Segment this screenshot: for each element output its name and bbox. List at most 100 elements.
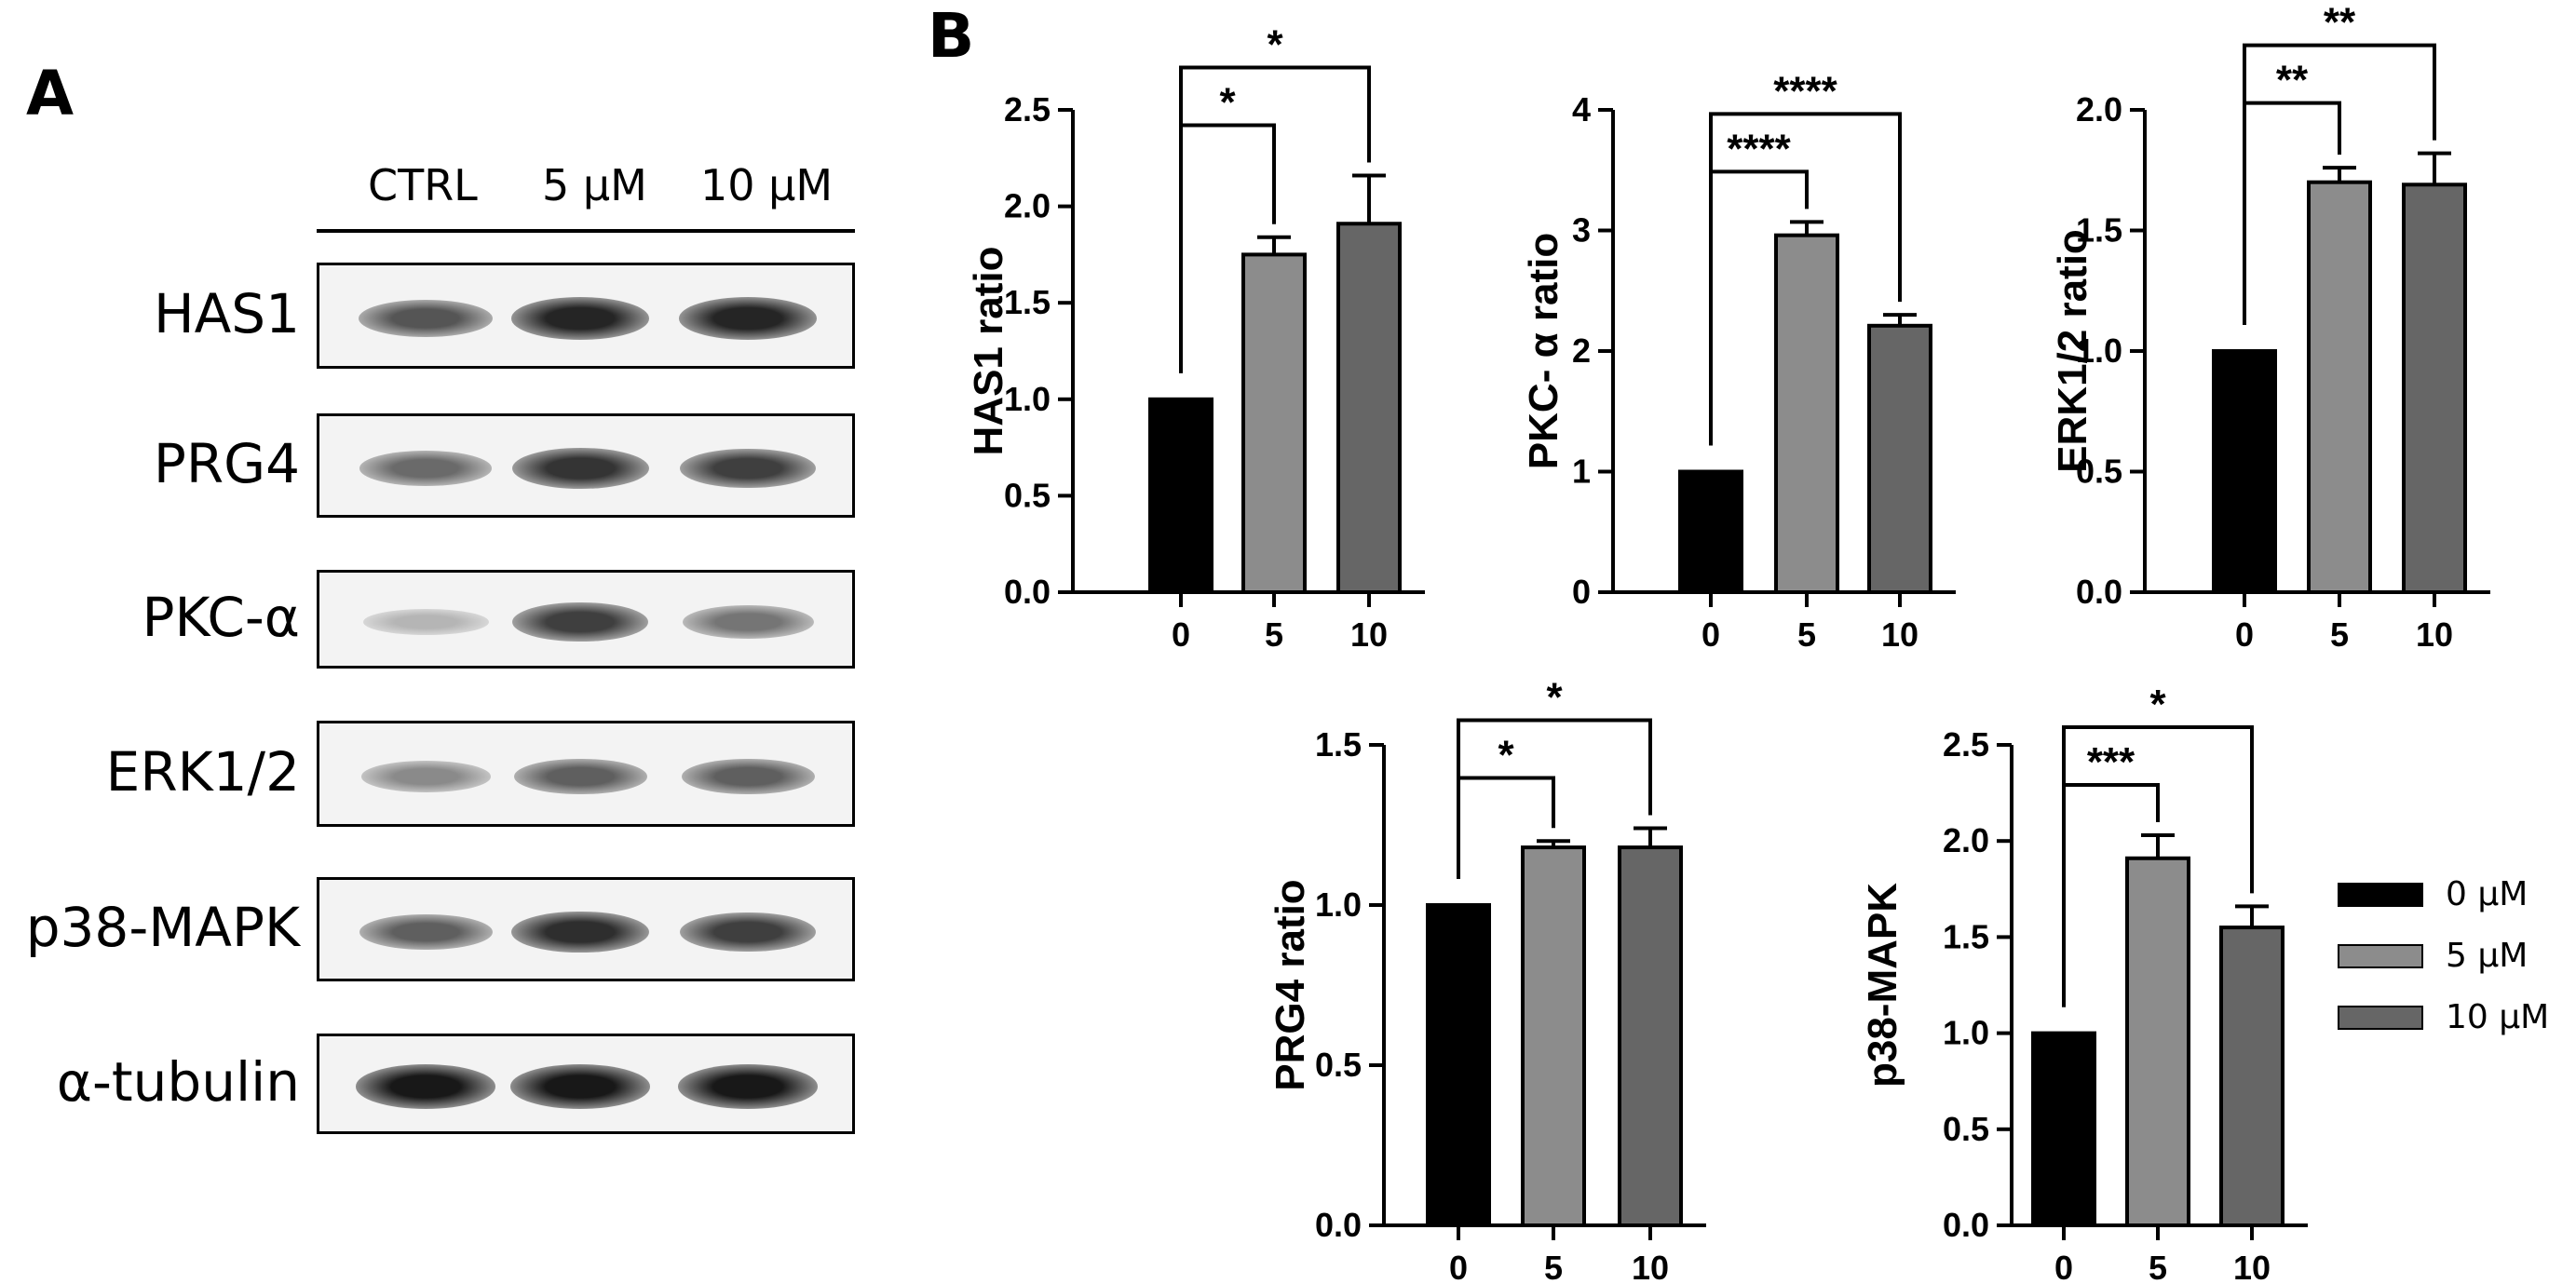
significance-bracket-4-1 [2062,725,2254,1007]
significance-bracket-3-1 [1457,718,1652,879]
y-tick-label-1-4: 4 [1572,90,1591,128]
blot-box-5 [317,1034,855,1134]
bar-2-2 [2402,182,2467,594]
bar-1-1 [1774,233,1839,594]
panel-b-letter: B [928,0,975,72]
blot-band-4-1 [511,911,649,953]
blot-box-0 [317,263,855,369]
legend-swatch-0um [2338,883,2423,907]
blot-box-3 [317,721,855,827]
significance-label-4-0: *** [2087,739,2135,785]
y-tick-label-0-3: 1.5 [1004,283,1051,321]
significance-label-2-0: ** [2276,58,2309,103]
significance-bracket-0-1 [1179,65,1371,373]
y-tick-label-1-3: 3 [1572,211,1591,250]
blot-label-3: ERK1/2 [105,740,300,804]
y-tick-label-1-2: 2 [1572,331,1591,370]
y-axis-label-2: ERK1/2 ratio [2050,229,2095,473]
condition-underline [317,229,855,233]
blot-label-2: PKC-α [142,586,301,649]
blot-band-4-2 [680,912,816,953]
blot-band-3-1 [513,758,647,795]
bar-4-1 [2125,856,2190,1227]
x-tick-label-1-2: 10 [1881,615,1918,654]
x-tick-label-0-0: 0 [1172,615,1190,654]
y-axis-label-3: PRG4 ratio [1268,879,1313,1090]
bar-4-0 [2031,1031,2096,1227]
bar-0-1 [1241,252,1307,594]
x-tick-label-1-0: 0 [1702,615,1720,654]
bar-2-1 [2307,180,2372,594]
y-tick-label-2-1: 0.5 [2076,453,2122,491]
x-tick-label-1-1: 5 [1797,615,1816,654]
x-tick-label-3-0: 0 [1449,1249,1468,1284]
significance-label-2-1: ** [2324,0,2356,46]
blot-band-1-0 [359,451,492,486]
significance-bracket-1-1 [1709,112,1902,446]
bar-3-1 [1521,845,1586,1228]
significance-label-0-1: * [1267,21,1283,67]
y-tick-label-4-3: 1.5 [1943,917,1989,955]
significance-label-3-0: * [1498,732,1514,777]
y-tick-label-4-1: 0.5 [1943,1110,1989,1148]
blot-band-0-2 [678,297,818,340]
y-tick-label-3-0: 0.0 [1315,1206,1362,1244]
y-tick-label-1-1: 1 [1572,453,1591,491]
legend: 0 μM 5 μM 10 μM [2338,875,2570,1088]
significance-bracket-2-1 [2243,43,2436,325]
y-tick-label-0-5: 2.5 [1004,90,1051,128]
blot-label-5: α-tubulin [56,1050,300,1114]
y-tick-label-2-4: 2.0 [2076,90,2122,128]
bar-2-0 [2212,349,2277,594]
y-tick-label-2-2: 1.0 [2076,331,2122,370]
bar-3-2 [1618,845,1683,1228]
y-tick-label-3-1: 0.5 [1315,1046,1362,1084]
y-tick-label-0-0: 0.0 [1004,573,1051,611]
y-tick-label-1-0: 0 [1572,573,1591,611]
condition-label-5um: 5 μM [542,160,647,210]
y-axis-label-0: HAS1 ratio [966,247,1011,456]
x-tick-label-0-2: 10 [1350,615,1388,654]
blot-label-0: HAS1 [153,282,300,345]
significance-label-1-1: **** [1773,68,1837,114]
y-tick-label-0-4: 2.0 [1004,187,1051,225]
significance-label-4-1: * [2149,682,2166,727]
condition-label-ctrl: CTRL [368,160,478,210]
blot-band-2-2 [682,604,814,640]
bar-1-0 [1678,469,1743,594]
blot-band-0-1 [510,297,650,340]
x-tick-label-3-2: 10 [1632,1249,1669,1284]
blot-label-1: PRG4 [153,432,300,495]
x-tick-label-0-1: 5 [1265,615,1283,654]
y-tick-label-0-2: 1.0 [1004,380,1051,418]
legend-swatch-5um [2338,944,2423,968]
blot-box-4 [317,877,855,981]
bar-1-2 [1867,323,1932,594]
blot-band-1-1 [511,447,649,490]
x-tick-label-4-1: 5 [2149,1249,2167,1284]
blot-band-2-1 [512,601,648,642]
x-tick-label-2-2: 10 [2416,615,2453,654]
y-tick-label-4-2: 1.0 [1943,1014,1989,1052]
legend-label-5um: 5 μM [2446,937,2529,975]
x-tick-label-2-0: 0 [2235,615,2254,654]
blot-label-4: p38-MAPK [25,896,300,959]
legend-label-10um: 10 μM [2446,998,2550,1036]
panel-a-letter: A [26,58,75,129]
condition-label-10um: 10 μM [700,160,834,210]
western-blot-panel: CTRL 5 μM 10 μM HAS1 PRG4 PKC-α ERK1/2 p38-M… [0,0,894,1284]
bar-3-0 [1426,903,1491,1227]
x-tick-label-4-0: 0 [2054,1249,2073,1284]
bar-4-2 [2219,926,2285,1228]
legend-label-0um: 0 μM [2446,875,2529,913]
y-tick-label-3-2: 1.0 [1315,885,1362,924]
blot-box-1 [317,413,855,518]
x-tick-label-3-1: 5 [1544,1249,1563,1284]
x-tick-label-4-2: 10 [2233,1249,2271,1284]
y-tick-label-0-1: 0.5 [1004,476,1051,514]
significance-label-0-0: * [1219,79,1236,125]
blot-band-3-0 [360,761,491,792]
y-tick-label-2-3: 1.5 [2076,211,2122,250]
y-axis-label-1: PKC- α ratio [1521,233,1566,469]
